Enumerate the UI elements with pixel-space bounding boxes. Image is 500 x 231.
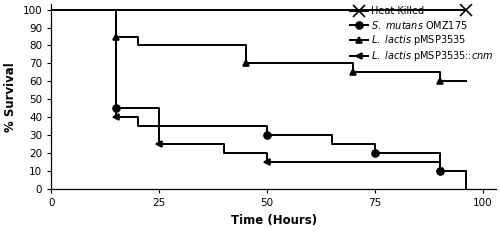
X-axis label: Time (Hours): Time (Hours) <box>230 214 316 227</box>
Y-axis label: % Survival: % Survival <box>4 62 17 132</box>
Legend: Heat Killed, $\it{S.\ mutans}$ OMZ175, $\it{L.\ lactis}$ pMSP3535, $\it{L.\ lact: Heat Killed, $\it{S.\ mutans}$ OMZ175, $… <box>350 6 494 63</box>
